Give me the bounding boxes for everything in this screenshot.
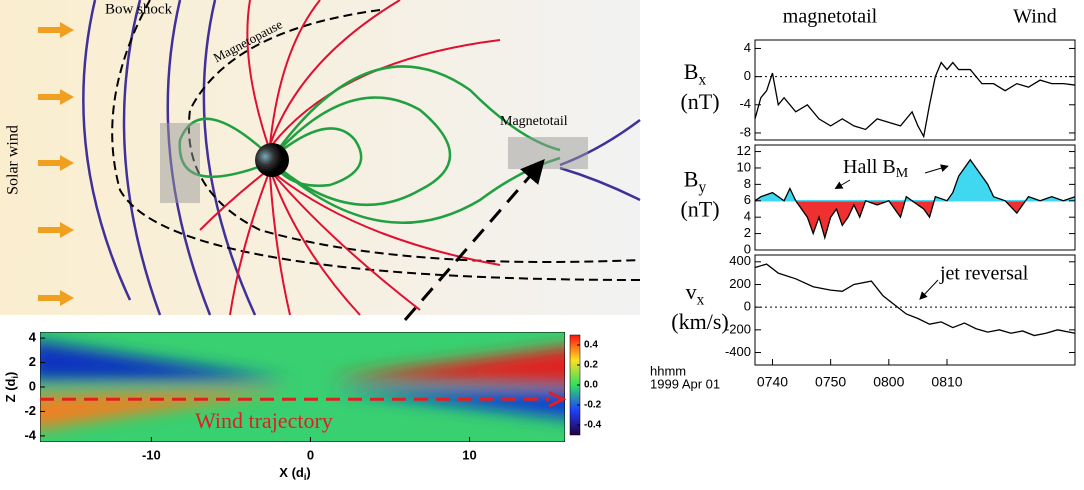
x-tick-label: 0 <box>307 447 314 462</box>
axis-label: (nT) <box>680 89 719 114</box>
x-tick-label: 0800 <box>873 374 904 390</box>
colorbar-tick-label: 0.2 <box>584 360 598 371</box>
subscript: M <box>896 166 909 181</box>
axis-label: X (di) <box>279 465 310 482</box>
colorbar-tick-label: -0.4 <box>584 420 602 431</box>
colorbar-tick-label: 0.4 <box>584 340 598 351</box>
plot-frame <box>754 144 1076 251</box>
axis-label: Hall BM <box>843 156 909 182</box>
label-part: Hall B <box>843 156 896 178</box>
colorbar-tick-label: -0.2 <box>584 400 602 411</box>
y-tick-label: 2 <box>744 225 751 240</box>
area-above <box>755 159 1075 201</box>
field-lines-red <box>199 0 501 316</box>
label: Solar wind <box>5 125 22 195</box>
plot-frame <box>754 39 1076 141</box>
y-tick-label: -400 <box>725 344 751 359</box>
y-tick-label: -4 <box>739 96 751 111</box>
label-part: ) <box>306 465 310 480</box>
annotation-arrow <box>834 179 851 190</box>
axis-label: (nT) <box>680 197 719 222</box>
earth <box>255 143 289 177</box>
plot-frame <box>754 254 1076 366</box>
area-below <box>795 200 1026 238</box>
trajectory-label: Wind trajectory <box>195 408 333 433</box>
header-label: magnetotail <box>783 6 878 28</box>
label: Magnetotail <box>500 114 568 129</box>
series-line <box>754 61 1076 139</box>
series-line <box>754 263 1076 337</box>
x-tick-label: 0740 <box>757 374 788 390</box>
annotation-arrow <box>924 164 949 174</box>
x-tick-label: 10 <box>462 447 476 462</box>
subscript: y <box>698 179 706 196</box>
y-tick-label: 4 <box>744 40 751 55</box>
x-axis-label: 1999 Apr 01 <box>650 376 720 391</box>
header-label: Wind <box>1013 6 1057 28</box>
y-tick-label: 0 <box>29 378 36 393</box>
y-tick-label: 400 <box>729 253 751 268</box>
field-lines-imf <box>82 0 641 316</box>
x-axis-label: hhmm <box>650 363 686 378</box>
label-part: ) <box>3 372 18 376</box>
y-tick-label: 0 <box>744 68 751 83</box>
y-tick-label: 0 <box>744 299 751 314</box>
y-tick-label: 200 <box>729 276 751 291</box>
colorbar-tick-label: 0.0 <box>584 380 598 391</box>
y-tick-label: 10 <box>737 159 751 174</box>
subscript: i <box>10 376 20 379</box>
x-tick-label: 0750 <box>815 374 846 390</box>
x-tick-label: 0810 <box>931 374 962 390</box>
annotation-arrow <box>919 279 939 300</box>
y-tick-label: -4 <box>24 427 36 442</box>
axis-label: Z (di) <box>3 372 20 403</box>
axis-label: Bx <box>684 59 707 88</box>
label-part: X (d <box>279 465 304 480</box>
trajectory-head <box>548 390 567 408</box>
subscript: x <box>697 291 705 308</box>
label-part: Z (d <box>3 378 18 402</box>
subscript: i <box>304 472 307 482</box>
y-tick-label: 12 <box>737 143 751 158</box>
label-part: B <box>684 59 699 84</box>
x-tick-label: -10 <box>142 447 161 462</box>
y-tick-label: 4 <box>744 209 751 224</box>
series-line <box>754 158 1076 241</box>
heatmap-field <box>40 332 565 442</box>
y-tick-label: -200 <box>725 321 751 336</box>
y-tick-label: 4 <box>29 330 37 345</box>
label-part: B <box>684 167 699 192</box>
label-part: v <box>686 279 697 304</box>
y-tick-label: -2 <box>24 403 36 418</box>
axis-label: vx <box>686 279 705 308</box>
axis-label: By <box>684 167 707 196</box>
subscript: x <box>698 71 706 88</box>
y-tick-label: 6 <box>744 192 751 207</box>
magnetosphere-diagram: Bow shock Magnetopause Solar wind Magnet… <box>0 0 641 321</box>
axis-label: (km/s) <box>671 309 728 334</box>
y-tick-label: -8 <box>739 124 751 139</box>
solar-wind-arrows <box>38 27 62 301</box>
boundaries <box>111 0 641 281</box>
y-tick-label: 8 <box>744 176 751 191</box>
y-tick-label: 2 <box>29 354 36 369</box>
y-tick-label: 0 <box>744 241 751 256</box>
annotation: jet reversal <box>939 263 1029 285</box>
label: Bow shock <box>105 1 173 17</box>
